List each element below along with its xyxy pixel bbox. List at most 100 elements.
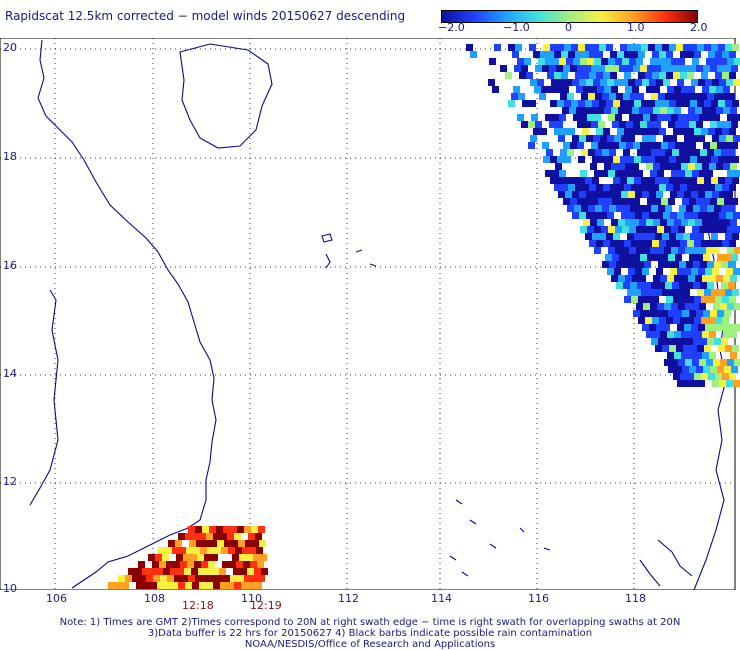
swath-cell	[628, 79, 635, 86]
swath-cell	[522, 100, 529, 107]
swath-cell	[681, 331, 688, 338]
lon-label-116: 116	[528, 592, 549, 605]
swath-cell	[579, 212, 586, 219]
swath-cell	[707, 205, 714, 212]
swath-cell	[702, 219, 709, 226]
swath-cell	[644, 282, 651, 289]
swath-cell	[653, 275, 660, 282]
swath-cell	[608, 58, 615, 65]
philippines-islands	[639, 539, 693, 587]
swath-cell	[692, 58, 699, 65]
swath-cell	[712, 268, 719, 275]
swath-cell	[679, 93, 686, 100]
swath-cell	[725, 177, 732, 184]
swath-cell	[649, 324, 656, 331]
swath-cell	[600, 79, 607, 86]
swath-cell	[132, 575, 139, 582]
swath-cell	[709, 107, 716, 114]
swath-cell	[674, 163, 681, 170]
swath-cell	[686, 338, 693, 345]
swath-cell	[637, 93, 644, 100]
swath-cell	[207, 547, 214, 554]
swath-cell	[584, 65, 591, 72]
swath-cell	[723, 331, 730, 338]
swath-cell	[529, 44, 536, 51]
swath-cell	[734, 58, 740, 65]
swath-cell	[637, 205, 644, 212]
swath-cell	[206, 533, 213, 540]
swath-cell	[683, 44, 690, 51]
swath-cell	[602, 149, 609, 156]
swath-cell	[689, 310, 696, 317]
swath-cell	[590, 219, 597, 226]
swath-cell	[717, 65, 724, 72]
swath-cell	[682, 310, 689, 317]
swath-cell	[634, 233, 641, 240]
swath-cell	[715, 184, 722, 191]
swath-cell	[577, 65, 584, 72]
swath-cell	[554, 51, 561, 58]
swath-cell	[554, 128, 561, 135]
swath-cell	[656, 268, 663, 275]
map-frame	[0, 38, 736, 590]
swath-cell	[702, 352, 709, 359]
swath-cell	[686, 261, 693, 268]
swath-cell	[632, 275, 639, 282]
swath-cell	[671, 58, 678, 65]
swath-cell	[557, 100, 564, 107]
swath-cell	[660, 331, 667, 338]
swath-cell	[711, 233, 718, 240]
swath-cell	[152, 561, 159, 568]
swath-cell	[646, 163, 653, 170]
swath-cell	[662, 345, 669, 352]
swath-cell	[644, 205, 651, 212]
swath-cell	[607, 268, 614, 275]
swath-cell	[648, 289, 655, 296]
swath-cell	[718, 44, 725, 51]
swath-cell	[672, 149, 679, 156]
swath-cell	[255, 582, 262, 589]
swath-cell	[254, 568, 261, 575]
swath-cell	[511, 93, 518, 100]
swath-cell	[580, 170, 587, 177]
swath-cell	[687, 184, 694, 191]
swath-cell	[597, 107, 604, 114]
lon-label-118: 118	[625, 592, 646, 605]
swath-cell	[578, 100, 585, 107]
swath-cell	[682, 142, 689, 149]
swath-cell	[216, 526, 223, 533]
swath-cell	[716, 163, 723, 170]
swath-cell	[196, 540, 203, 547]
swath-cell	[514, 65, 521, 72]
swath-cell	[718, 100, 725, 107]
swath-cell	[552, 114, 559, 121]
swath-cell	[656, 79, 663, 86]
swath-cell	[731, 198, 738, 205]
swath-cell	[599, 100, 606, 107]
swath-cell	[706, 58, 713, 65]
swath-cell	[725, 233, 732, 240]
swath-cell	[593, 212, 600, 219]
swath-cell	[707, 261, 714, 268]
swath-cell	[716, 107, 723, 114]
swath-cell	[636, 226, 643, 233]
swath-cell	[656, 324, 663, 331]
swath-cell	[707, 338, 714, 345]
swath-cell	[582, 184, 589, 191]
swath-cell	[146, 575, 153, 582]
swath-cell	[598, 121, 605, 128]
swath-cell	[646, 331, 653, 338]
swath-cell	[711, 177, 718, 184]
swath-cell	[644, 261, 651, 268]
swath-cell	[657, 303, 664, 310]
swath-cell	[647, 142, 654, 149]
swath-cell	[605, 142, 612, 149]
swath-cell	[663, 212, 670, 219]
swath-cell	[203, 540, 210, 547]
swath-cell	[716, 219, 723, 226]
swath-cell	[213, 582, 220, 589]
swath-cell	[723, 163, 730, 170]
swath-cell	[209, 526, 216, 533]
swath-cell	[691, 268, 698, 275]
swath-cell	[692, 303, 699, 310]
